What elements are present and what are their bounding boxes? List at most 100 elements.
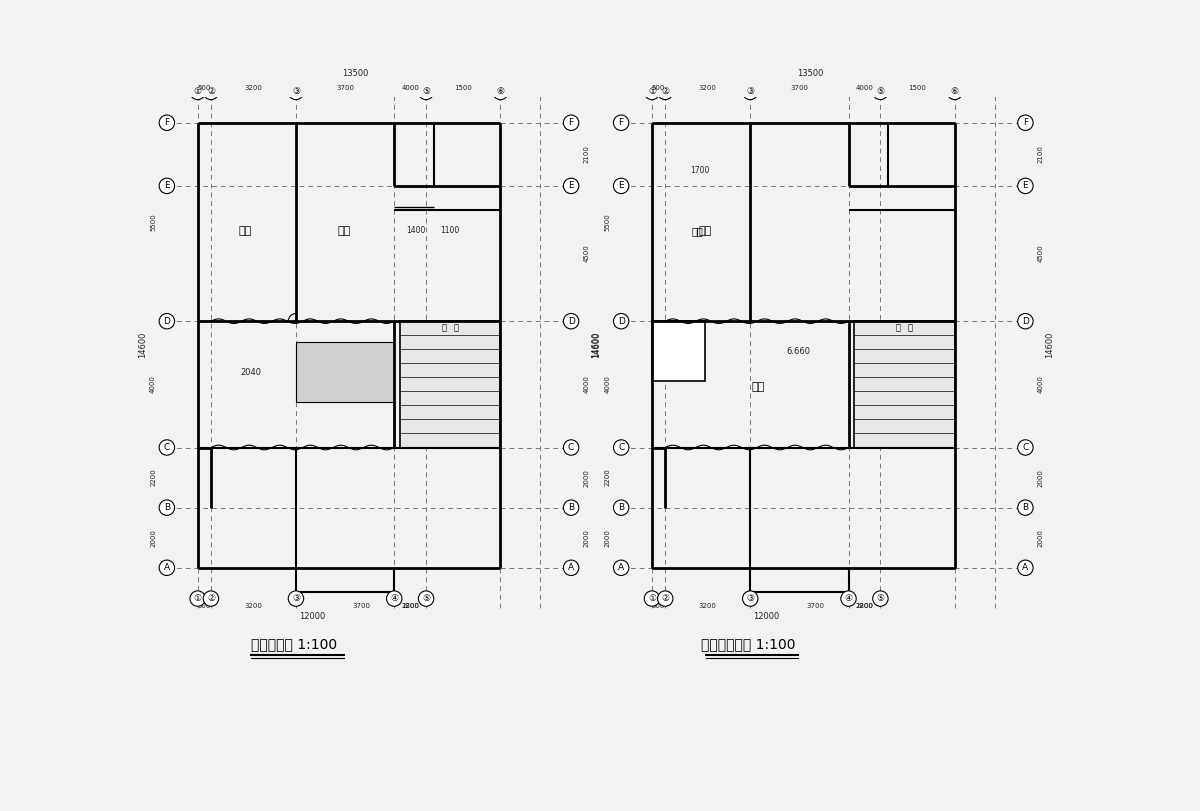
Text: 2100: 2100 (583, 145, 589, 163)
Circle shape (644, 84, 660, 100)
Text: 2800: 2800 (401, 603, 419, 608)
Text: 卧室: 卧室 (698, 226, 712, 236)
Text: E: E (164, 182, 169, 191)
Text: F: F (618, 118, 624, 127)
Text: 500: 500 (198, 85, 211, 91)
Text: A: A (163, 564, 170, 573)
Text: C: C (163, 443, 170, 452)
Text: D: D (568, 317, 575, 326)
Text: ⑤: ⑤ (876, 88, 884, 97)
Text: 3200: 3200 (245, 603, 263, 608)
Text: 2000: 2000 (1038, 469, 1044, 487)
Text: 13500: 13500 (342, 69, 368, 78)
Text: B: B (163, 503, 170, 513)
Text: 4000: 4000 (583, 375, 589, 393)
Text: 1400: 1400 (406, 226, 425, 235)
Circle shape (1018, 178, 1033, 194)
Text: 2000: 2000 (583, 469, 589, 487)
Circle shape (160, 440, 174, 455)
Text: 4500: 4500 (583, 245, 589, 263)
Text: 卧室: 卧室 (337, 226, 350, 236)
Text: ⑥: ⑥ (497, 88, 504, 97)
Text: 5500: 5500 (605, 213, 611, 231)
Text: 6.660: 6.660 (786, 347, 810, 356)
Text: ①: ① (648, 88, 656, 97)
Circle shape (160, 500, 174, 515)
Text: 2100: 2100 (1038, 145, 1044, 163)
Circle shape (160, 115, 174, 131)
Circle shape (419, 84, 433, 100)
Text: 1700: 1700 (690, 166, 709, 175)
Circle shape (947, 84, 962, 100)
Text: 14600: 14600 (592, 332, 600, 358)
Circle shape (1018, 560, 1033, 576)
Bar (296, 342, 395, 402)
Circle shape (613, 314, 629, 329)
Text: 500: 500 (652, 85, 665, 91)
Text: 3700: 3700 (806, 603, 824, 608)
Text: 1100: 1100 (440, 226, 460, 235)
Text: ③: ③ (746, 88, 755, 97)
Text: 3700: 3700 (791, 85, 809, 91)
Text: ②: ② (206, 594, 215, 603)
Text: 2040: 2040 (240, 368, 262, 377)
Circle shape (743, 84, 758, 100)
Circle shape (160, 178, 174, 194)
Circle shape (564, 440, 578, 455)
Circle shape (1018, 115, 1033, 131)
Circle shape (564, 560, 578, 576)
Text: A: A (568, 564, 574, 573)
Circle shape (872, 84, 888, 100)
Text: C: C (1022, 443, 1028, 452)
Text: 500: 500 (652, 603, 665, 608)
Text: 2000: 2000 (605, 529, 611, 547)
Text: 14600: 14600 (592, 332, 601, 358)
Text: ⑥: ⑥ (950, 88, 959, 97)
Text: 3200: 3200 (245, 85, 263, 91)
Circle shape (288, 591, 304, 607)
Text: 13500: 13500 (797, 69, 823, 78)
Text: 二层平面图 1:100: 二层平面图 1:100 (251, 637, 337, 651)
Text: 2200: 2200 (605, 469, 611, 487)
Text: C: C (568, 443, 575, 452)
Text: A: A (1022, 564, 1028, 573)
Text: E: E (618, 182, 624, 191)
Circle shape (743, 591, 758, 607)
Circle shape (160, 560, 174, 576)
Circle shape (658, 591, 673, 607)
Text: ②: ② (206, 88, 215, 97)
Text: ⑤: ⑤ (422, 88, 430, 97)
Text: 4000: 4000 (856, 85, 874, 91)
Text: 4000: 4000 (605, 375, 611, 393)
Circle shape (841, 591, 857, 607)
Text: 卧室: 卧室 (239, 226, 252, 236)
Text: ③: ③ (292, 594, 300, 603)
Circle shape (386, 591, 402, 607)
Text: ④: ④ (390, 594, 398, 603)
Circle shape (613, 115, 629, 131)
Text: 下: 下 (895, 323, 901, 332)
Text: 3200: 3200 (698, 603, 716, 608)
Bar (652, 321, 706, 381)
Text: 卧室: 卧室 (691, 226, 703, 236)
Circle shape (613, 440, 629, 455)
Circle shape (564, 314, 578, 329)
Text: 2800: 2800 (856, 603, 874, 608)
Text: 12000: 12000 (299, 611, 325, 620)
Text: 4000: 4000 (150, 375, 156, 393)
Text: 500: 500 (198, 603, 211, 608)
Text: E: E (569, 182, 574, 191)
Circle shape (1018, 440, 1033, 455)
Text: 上: 上 (454, 323, 458, 332)
Circle shape (160, 314, 174, 329)
Text: 1500: 1500 (908, 85, 926, 91)
Text: F: F (164, 118, 169, 127)
Circle shape (613, 560, 629, 576)
Text: 14600: 14600 (138, 332, 146, 358)
Text: 3200: 3200 (698, 85, 716, 91)
Circle shape (644, 591, 660, 607)
Bar (854, 321, 955, 448)
Text: 2000: 2000 (1038, 529, 1044, 547)
Circle shape (288, 84, 304, 100)
Text: 2000: 2000 (150, 529, 156, 547)
